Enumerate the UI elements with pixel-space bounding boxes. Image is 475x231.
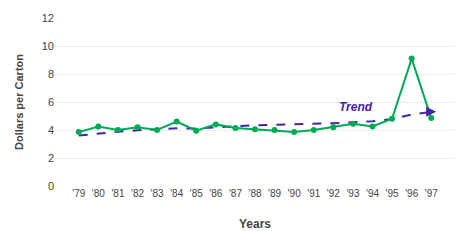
svg-text:'80: '80 xyxy=(92,188,105,199)
svg-text:'96: '96 xyxy=(405,188,418,199)
svg-text:'86: '86 xyxy=(209,188,222,199)
svg-text:'92: '92 xyxy=(327,188,340,199)
svg-text:'95: '95 xyxy=(386,188,399,199)
svg-text:'89: '89 xyxy=(268,188,281,199)
svg-text:2: 2 xyxy=(48,152,54,164)
svg-text:'83: '83 xyxy=(151,188,164,199)
svg-text:'84: '84 xyxy=(170,188,183,199)
svg-text:'90: '90 xyxy=(288,188,301,199)
svg-text:0: 0 xyxy=(48,180,54,192)
svg-text:Years: Years xyxy=(239,217,271,231)
svg-text:8: 8 xyxy=(48,68,54,80)
svg-text:'93: '93 xyxy=(346,188,359,199)
svg-text:'81: '81 xyxy=(111,188,124,199)
svg-text:'87: '87 xyxy=(229,188,242,199)
svg-text:'94: '94 xyxy=(366,188,379,199)
svg-text:'91: '91 xyxy=(307,188,320,199)
svg-text:4: 4 xyxy=(48,124,54,136)
svg-text:'97: '97 xyxy=(425,188,438,199)
svg-text:'88: '88 xyxy=(248,188,261,199)
svg-text:10: 10 xyxy=(42,40,54,52)
svg-text:Dollars per Carton: Dollars per Carton xyxy=(13,54,25,150)
svg-text:'85: '85 xyxy=(190,188,203,199)
svg-text:'79: '79 xyxy=(72,188,85,199)
svg-text:Trend: Trend xyxy=(339,100,373,114)
svg-text:12: 12 xyxy=(42,12,54,24)
svg-text:6: 6 xyxy=(48,96,54,108)
svg-text:'82: '82 xyxy=(131,188,144,199)
